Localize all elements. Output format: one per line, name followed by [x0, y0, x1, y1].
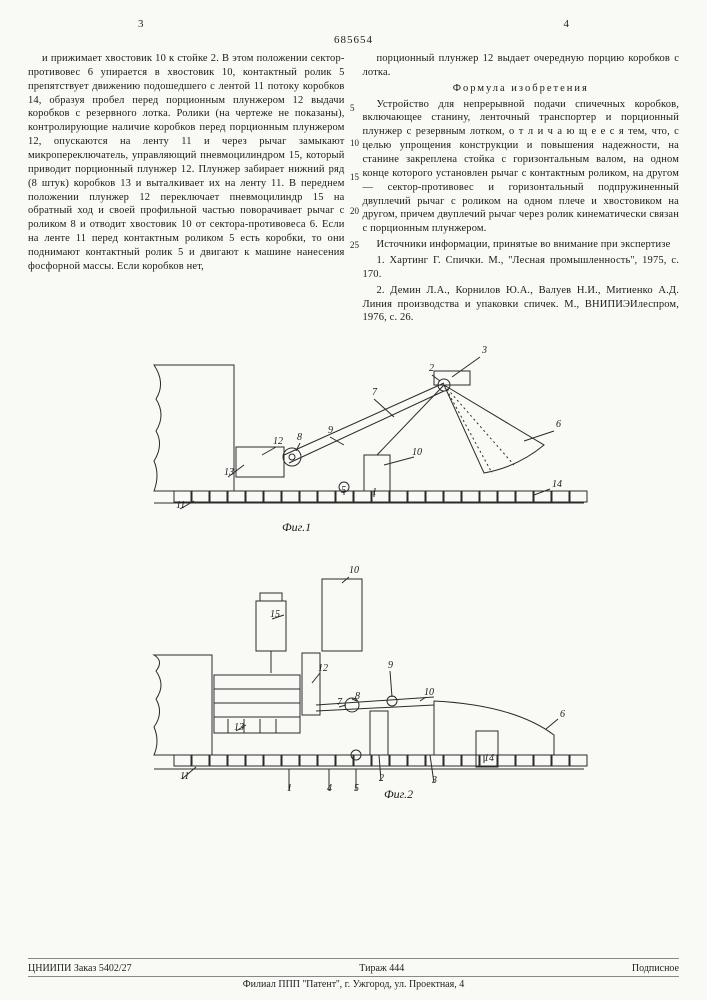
footer-row: ЦНИИПИ Заказ 5402/27 Тираж 444 Подписное: [28, 963, 679, 974]
line-marker: 10: [350, 138, 359, 148]
formula-heading: Формула изобретения: [363, 82, 680, 96]
figure-1: 3 2 7 9 8 12 10 6 13 14 11 5 1 Фиг.1: [84, 335, 624, 545]
svg-text:11: 11: [180, 771, 189, 782]
line-marker: 15: [350, 172, 359, 182]
footer-tirazh: Тираж 444: [359, 963, 404, 974]
svg-text:3: 3: [431, 775, 437, 786]
svg-text:3: 3: [481, 345, 487, 356]
left-text: и прижимает хвостовик 10 к стойке 2. В э…: [28, 52, 345, 274]
svg-text:Фиг.1: Фиг.1: [282, 520, 311, 534]
svg-text:2: 2: [429, 363, 434, 374]
svg-text:5: 5: [341, 485, 346, 496]
svg-text:5: 5: [354, 783, 359, 794]
patent-number: 685654: [28, 34, 679, 46]
right-p4: 1. Хартинг Г. Спички. М., ''Лесная промы…: [363, 254, 680, 282]
page-num-left: 3: [138, 18, 144, 30]
svg-text:1: 1: [287, 783, 292, 794]
svg-text:12: 12: [318, 663, 328, 674]
svg-text:8: 8: [355, 691, 360, 702]
footer: ЦНИИПИ Заказ 5402/27 Тираж 444 Подписное…: [28, 958, 679, 990]
svg-text:2: 2: [379, 773, 384, 784]
left-column: и прижимает хвостовик 10 к стойке 2. В э…: [28, 52, 345, 327]
right-p2: Устройство для непрерывной подачи спичеч…: [363, 98, 680, 237]
right-p0: порционный плунжер 12 выдает очередную п…: [363, 52, 680, 80]
footer-order: ЦНИИПИ Заказ 5402/27: [28, 963, 132, 974]
svg-text:9: 9: [328, 425, 333, 436]
svg-text:8: 8: [297, 432, 302, 443]
line-marker: 20: [350, 206, 359, 216]
right-p3: Источники информации, принятые во вниман…: [363, 238, 680, 252]
svg-text:9: 9: [388, 660, 393, 671]
svg-text:10: 10: [349, 565, 359, 576]
page-num-right: 4: [564, 18, 570, 30]
svg-text:15: 15: [270, 609, 280, 620]
svg-text:6: 6: [560, 709, 565, 720]
svg-text:13: 13: [234, 722, 244, 733]
figures-block: 327981210613141151 Фиг.1: [28, 335, 679, 835]
svg-text:7: 7: [372, 387, 378, 398]
svg-text:14: 14: [484, 753, 494, 764]
svg-text:1: 1: [372, 487, 377, 498]
svg-text:6: 6: [556, 419, 561, 430]
svg-text:14: 14: [552, 479, 562, 490]
svg-text:10: 10: [412, 447, 422, 458]
line-marker: 5: [350, 103, 355, 113]
svg-text:11: 11: [176, 500, 185, 511]
right-column: порционный плунжер 12 выдает очередную п…: [363, 52, 680, 327]
svg-text:10: 10: [424, 687, 434, 698]
footer-branch: Филиал ППП ''Патент'', г. Ужгород, ул. П…: [28, 979, 679, 990]
text-columns: и прижимает хвостовик 10 к стойке 2. В э…: [28, 52, 679, 327]
svg-text:12: 12: [273, 436, 283, 447]
svg-text:13: 13: [224, 467, 234, 478]
patent-page: 3 4 685654 510152025 и прижимает хвостов…: [0, 0, 707, 1000]
svg-text:4: 4: [327, 783, 332, 794]
footer-signed: Подписное: [632, 963, 679, 974]
line-marker: 25: [350, 240, 359, 250]
svg-text:Фиг.2: Фиг.2: [384, 787, 413, 801]
page-numbers: 3 4: [138, 18, 569, 30]
right-p5: 2. Демин Л.А., Корнилов Ю.А., Валуев Н.И…: [363, 284, 680, 326]
figure-2: 10151298710613141114523 Фиг.2: [84, 555, 624, 815]
